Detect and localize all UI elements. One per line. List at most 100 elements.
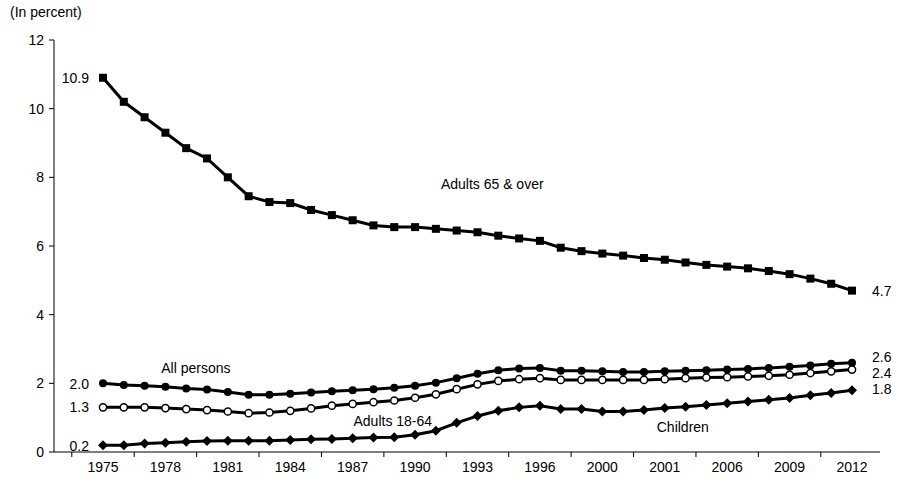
marker: [661, 367, 669, 375]
marker: [306, 434, 316, 444]
marker: [493, 406, 503, 416]
marker: [578, 367, 586, 375]
marker: [515, 365, 523, 373]
marker: [370, 399, 377, 406]
marker: [557, 367, 565, 375]
series-line: [103, 78, 852, 291]
marker: [828, 368, 835, 375]
data-label: 10.9: [62, 70, 89, 86]
series-label: Adults 18-64: [353, 413, 432, 429]
marker: [514, 402, 524, 412]
x-tick-label: 2006: [712, 459, 743, 475]
x-tick: [321, 452, 322, 457]
marker: [577, 404, 587, 414]
marker: [453, 374, 461, 382]
marker: [681, 402, 691, 412]
marker: [141, 113, 149, 121]
x-tick-label: 2009: [774, 459, 805, 475]
marker: [203, 154, 211, 162]
x-tick: [259, 452, 260, 457]
marker: [245, 410, 252, 417]
x-tick: [571, 452, 572, 457]
marker: [349, 386, 357, 394]
marker: [202, 436, 212, 446]
marker: [535, 401, 545, 411]
marker: [786, 371, 793, 378]
x-tick: [508, 452, 509, 457]
marker: [411, 382, 419, 390]
x-tick-label: 1975: [87, 459, 118, 475]
x-tick-label: 1996: [524, 459, 555, 475]
marker: [223, 436, 233, 446]
x-tick: [134, 452, 135, 457]
marker: [161, 129, 169, 137]
marker: [286, 199, 294, 207]
x-tick: [446, 452, 447, 457]
y-tick: [49, 383, 54, 384]
x-tick: [383, 452, 384, 457]
marker: [328, 402, 335, 409]
x-tick-label: 1990: [400, 459, 431, 475]
marker: [474, 228, 482, 236]
plot-area: [98, 74, 857, 450]
marker: [390, 384, 398, 392]
marker: [682, 258, 690, 266]
marker: [120, 381, 128, 389]
marker: [598, 250, 606, 258]
series: [98, 385, 857, 450]
y-tick-label: 4: [36, 307, 44, 323]
marker: [432, 225, 440, 233]
marker: [640, 376, 647, 383]
marker: [848, 366, 855, 373]
marker: [764, 395, 774, 405]
y-tick-label: 6: [36, 238, 44, 254]
marker: [619, 368, 627, 376]
marker: [703, 374, 710, 381]
marker: [140, 438, 150, 448]
marker: [203, 407, 210, 414]
marker: [598, 367, 606, 375]
series-line: [103, 390, 852, 445]
marker: [183, 405, 190, 412]
y-tick-label: 0: [36, 444, 44, 460]
marker: [307, 405, 314, 412]
marker: [182, 384, 190, 392]
marker: [722, 398, 732, 408]
marker: [348, 433, 358, 443]
marker: [578, 376, 585, 383]
marker: [99, 74, 107, 82]
marker: [452, 418, 462, 428]
marker: [682, 367, 690, 375]
marker: [744, 365, 752, 373]
marker: [599, 376, 606, 383]
marker: [119, 440, 129, 450]
marker: [702, 366, 710, 374]
marker: [244, 436, 254, 446]
x-tick: [633, 452, 634, 457]
y-tick-label: 8: [36, 169, 44, 185]
marker: [516, 376, 523, 383]
series-label: Adults 65 & over: [441, 176, 544, 192]
y-tick-label: 12: [28, 32, 44, 48]
marker: [724, 374, 731, 381]
data-label: 2.0: [70, 376, 90, 392]
marker: [765, 372, 772, 379]
marker: [307, 206, 315, 214]
marker: [639, 405, 649, 415]
marker: [328, 211, 336, 219]
marker: [141, 404, 148, 411]
marker: [410, 430, 420, 440]
marker: [618, 406, 628, 416]
marker: [682, 375, 689, 382]
series-label: Children: [657, 419, 709, 435]
marker: [411, 394, 418, 401]
marker: [245, 192, 253, 200]
y-tick: [49, 40, 54, 41]
marker: [515, 234, 523, 242]
marker: [162, 404, 169, 411]
marker: [806, 361, 814, 369]
x-tick: [820, 452, 821, 457]
y-tick: [49, 452, 54, 453]
marker: [826, 388, 836, 398]
marker: [765, 364, 773, 372]
